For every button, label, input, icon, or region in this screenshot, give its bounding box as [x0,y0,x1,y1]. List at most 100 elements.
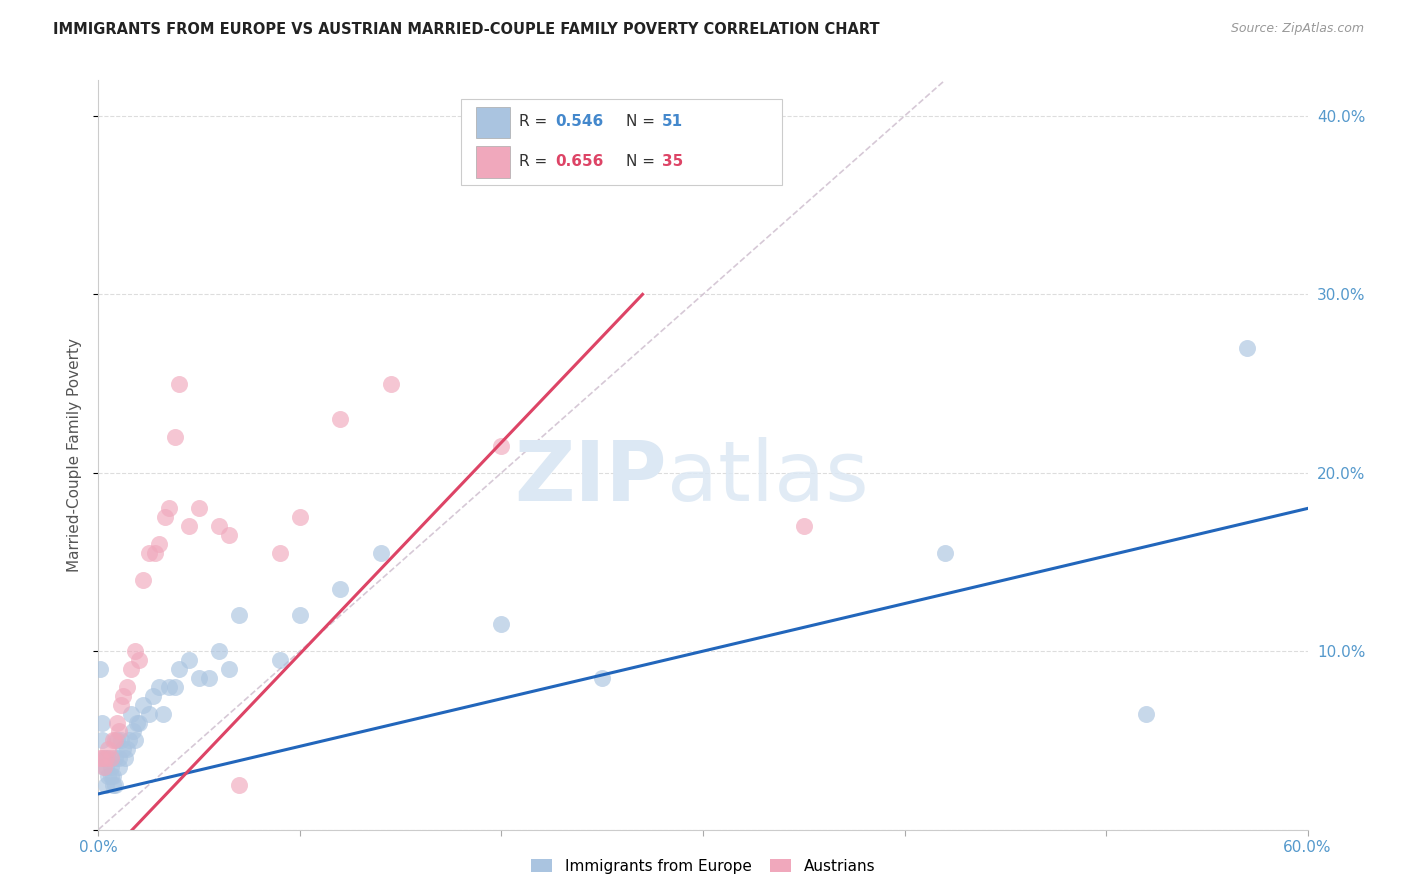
Point [591,671,613,685]
Point [114,751,136,765]
Point [148,537,170,551]
Point [110,733,132,747]
Point [121,724,143,739]
Point [1236,341,1258,355]
Point [91,715,114,730]
Point [269,546,291,560]
Point [103,751,125,765]
Point [111,742,134,756]
Text: 0.546: 0.546 [555,114,603,129]
Point [167,662,190,676]
Point [157,501,180,516]
Point [153,510,176,524]
Point [115,742,138,756]
Point [101,769,124,783]
Text: 51: 51 [662,114,683,129]
Point [101,778,124,792]
Point [120,706,142,721]
Point [179,519,201,533]
Point [370,546,392,560]
Text: N =: N = [626,153,659,169]
Point [152,706,174,721]
Point [93,760,115,774]
Point [96,751,118,765]
Point [1135,706,1157,721]
Point [118,733,141,747]
Point [128,715,150,730]
Point [163,430,186,444]
Legend: Immigrants from Europe, Austrians: Immigrants from Europe, Austrians [524,853,882,880]
Point [115,680,138,694]
Text: 0.656: 0.656 [555,153,603,169]
Point [143,546,166,560]
Text: ZIP: ZIP [515,437,666,518]
FancyBboxPatch shape [461,99,782,186]
Point [218,528,240,542]
Point [329,412,352,426]
Point [105,715,128,730]
Point [208,644,231,658]
Point [142,689,165,703]
Point [208,519,231,533]
Point [100,760,122,774]
Point [198,671,221,685]
Point [111,689,134,703]
Point [188,671,211,685]
Point [100,751,122,765]
Point [179,653,201,667]
Text: IMMIGRANTS FROM EUROPE VS AUSTRIAN MARRIED-COUPLE FAMILY POVERTY CORRELATION CHA: IMMIGRANTS FROM EUROPE VS AUSTRIAN MARRI… [53,22,880,37]
Point [167,376,190,391]
Point [107,751,129,765]
Text: R =: R = [519,114,553,129]
Point [101,733,124,747]
Point [97,769,120,783]
Point [93,760,115,774]
Point [491,439,513,453]
Point [132,698,155,712]
Point [124,733,146,747]
Point [125,715,148,730]
Point [110,698,132,712]
Y-axis label: Married-Couple Family Poverty: Married-Couple Family Poverty [67,338,83,572]
Point [120,662,142,676]
Text: N =: N = [626,114,659,129]
Point [97,742,120,756]
Point [138,546,160,560]
Point [157,680,180,694]
Point [288,510,311,524]
Point [163,680,186,694]
Point [103,778,125,792]
Point [188,501,211,516]
Point [105,733,128,747]
Point [228,608,250,623]
Point [100,769,122,783]
Text: atlas: atlas [666,437,869,518]
Point [329,582,352,596]
Point [793,519,815,533]
Point [138,706,160,721]
Text: Source: ZipAtlas.com: Source: ZipAtlas.com [1230,22,1364,36]
Point [132,573,155,587]
Point [288,608,311,623]
Point [128,653,150,667]
FancyBboxPatch shape [475,106,509,138]
Point [103,733,125,747]
Point [148,680,170,694]
Text: R =: R = [519,153,553,169]
Point [96,778,118,792]
Point [380,376,402,391]
Point [93,751,115,765]
Point [97,751,120,765]
Point [96,760,118,774]
Point [269,653,291,667]
Point [107,760,129,774]
Point [218,662,240,676]
Point [89,662,111,676]
Point [934,546,956,560]
FancyBboxPatch shape [475,146,509,178]
Text: 35: 35 [662,153,683,169]
Point [91,733,114,747]
Point [107,724,129,739]
Point [89,751,111,765]
Point [228,778,250,792]
